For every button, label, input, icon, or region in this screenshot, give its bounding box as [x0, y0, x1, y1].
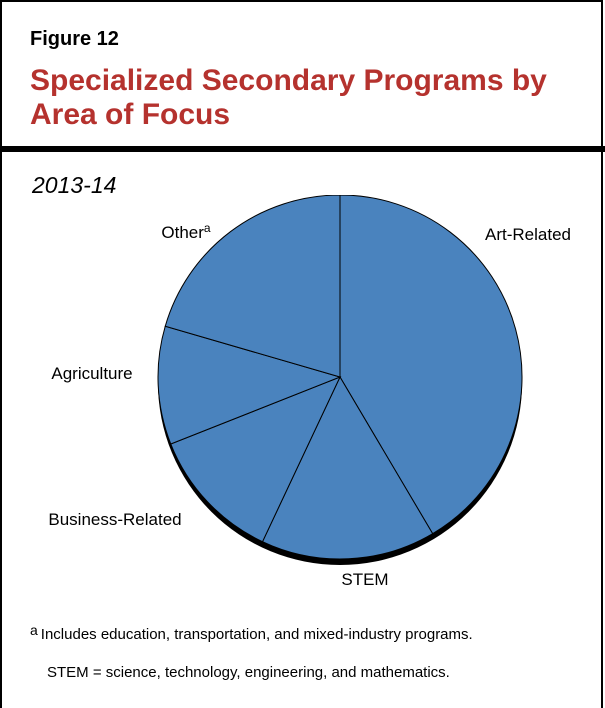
- pie-slice-art-related: [339, 195, 523, 535]
- slice-label-art-related: Art-Related: [485, 225, 571, 244]
- pie-labels: Art-Related STEM Business-Related Agricultu…: [48, 221, 571, 589]
- pie-chart: Art-Related STEM Business-Related Agricultu…: [48, 195, 571, 589]
- footnote-marker: a: [30, 622, 38, 638]
- pie-slice-business-related: [170, 376, 341, 543]
- slice-label-agriculture: Agriculture: [51, 364, 132, 383]
- title-divider: [0, 146, 605, 152]
- slice-label-superscript: a: [204, 221, 211, 235]
- figure-label: Figure 12: [30, 28, 119, 50]
- pie-slice-stem: [261, 375, 434, 560]
- figure-title: Specialized Secondary Programs by Area o…: [30, 64, 547, 131]
- slice-label-stem: STEM: [341, 570, 388, 589]
- pie-slices: [157, 195, 523, 560]
- pie-slice-agriculture: [157, 325, 342, 445]
- slice-label-other: Othera: [161, 221, 211, 242]
- figure-subtitle: 2013-14: [32, 172, 117, 198]
- footnote-stem: STEM = science, technology, engineering,…: [47, 664, 450, 681]
- footnote-a-text: Includes education, transportation, and …: [40, 626, 473, 643]
- slice-label-business-related: Business-Related: [48, 510, 181, 529]
- pie-slice-other: [164, 195, 341, 378]
- footnote-a: a Includes education, transportation, and…: [30, 622, 473, 643]
